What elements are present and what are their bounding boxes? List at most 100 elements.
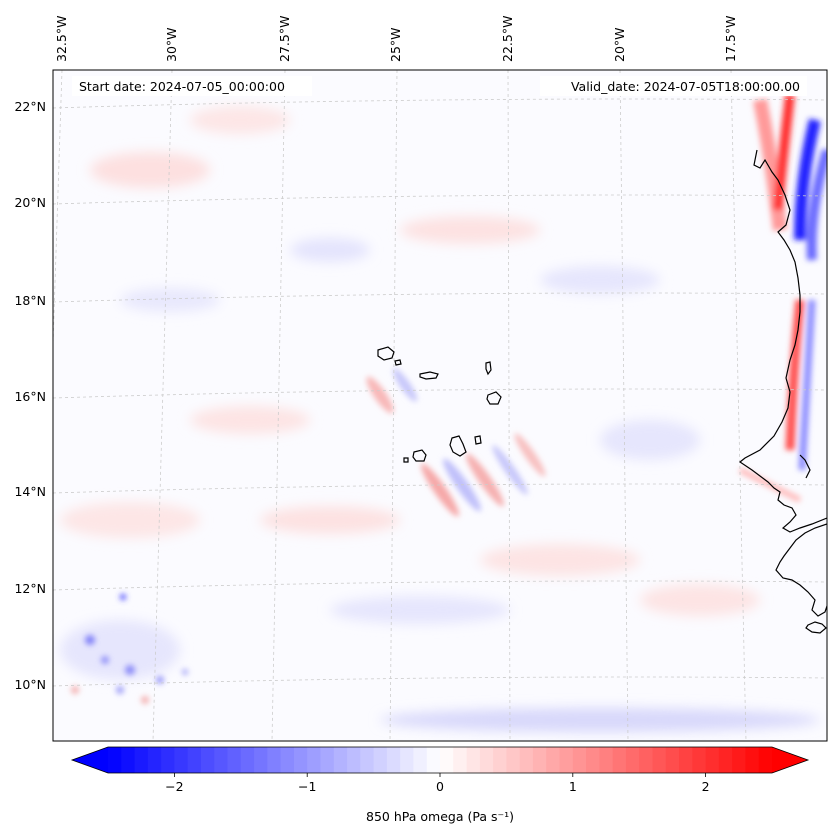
- colorbar-segment: [625, 747, 640, 773]
- colorbar-segment: [665, 747, 680, 773]
- colorbar-segment: [108, 747, 122, 773]
- lat-label-12: 12°N: [14, 581, 46, 596]
- lat-label-22: 22°N: [14, 99, 46, 114]
- colorbar-segment: [214, 747, 229, 773]
- colorbar-tick-label: 0: [436, 779, 444, 794]
- colorbar-segment: [572, 747, 587, 773]
- colorbar-segment: [240, 747, 255, 773]
- lon-label-22-5w: 22.5°W: [500, 16, 515, 62]
- valid-date-box: [540, 76, 807, 96]
- colorbar-segment: [161, 747, 175, 773]
- lat-label-16: 16°N: [14, 389, 46, 404]
- colorbar-extend-max: [772, 747, 808, 773]
- colorbar-segment: [559, 747, 574, 773]
- colorbar-segment: [147, 747, 162, 773]
- island-sao-vicente: [394, 359, 402, 366]
- colorbar-segment: [347, 747, 361, 773]
- start-date-text: Start date: 2024-07-05_00:00:00: [79, 79, 285, 94]
- colorbar-segment: [612, 747, 627, 773]
- latitude-gridlines: [53, 98, 827, 687]
- cape-verde-islands: [377, 346, 502, 463]
- colorbar-tick-label: 2: [702, 779, 710, 794]
- colorbar-segment: [174, 747, 189, 773]
- island-sal: [485, 361, 492, 376]
- colorbar-tick-label: 1: [569, 779, 577, 794]
- colorbar-label: 850 hPa omega (Pa s⁻¹): [366, 809, 514, 824]
- colorbar-segment: [386, 747, 401, 773]
- lat-label-10: 10°N: [14, 677, 46, 692]
- lon-label-17-5w: 17.5°W: [723, 16, 738, 62]
- colorbar-segment: [200, 747, 215, 773]
- coastal-omega-streaks: [738, 94, 827, 503]
- colorbar-extend-min: [72, 747, 108, 773]
- colorbar-tick-label: −2: [165, 779, 183, 794]
- colorbar-segment: [426, 747, 441, 773]
- lat-label-20: 20°N: [14, 195, 46, 210]
- lon-label-25w: 25°W: [388, 27, 403, 62]
- bottom-left-noise: [71, 594, 188, 704]
- colorbar-segment: [254, 747, 268, 773]
- colorbar-segment: [532, 747, 547, 773]
- colorbar-segment: [506, 747, 521, 773]
- lon-label-20w: 20°W: [612, 27, 627, 62]
- colorbar-segment: [227, 747, 242, 773]
- island-brava: [403, 457, 409, 463]
- colorbar-segment: [466, 747, 481, 773]
- colorbar-segment: [718, 747, 733, 773]
- latitude-labels: 22°N 20°N 18°N 16°N 14°N 12°N 10°N: [14, 99, 46, 692]
- colorbar: −2 −1 0 1 2: [70, 746, 810, 794]
- island-boa-vista: [486, 391, 502, 405]
- island-santo-antao: [377, 346, 395, 361]
- island-wave-patterns: [366, 368, 546, 517]
- lat-label-14: 14°N: [14, 484, 46, 499]
- colorbar-segment: [280, 747, 295, 773]
- colorbar-segment: [440, 747, 454, 773]
- colorbar-segment: [400, 747, 415, 773]
- african-coastline: [738, 149, 827, 634]
- island-santiago: [449, 435, 467, 457]
- colorbar-segment: [293, 747, 308, 773]
- colorbar-segment: [586, 747, 600, 773]
- colorbar-segment: [134, 747, 149, 773]
- island-fogo: [412, 449, 427, 462]
- colorbar-segment: [732, 747, 747, 773]
- colorbar-segment: [639, 747, 654, 773]
- island-maio: [474, 435, 482, 445]
- colorbar-segment: [745, 747, 760, 773]
- omega-field-anomalies: [60, 106, 820, 732]
- island-sao-nicolau: [419, 371, 439, 380]
- colorbar-segment: [519, 747, 534, 773]
- colorbar-segment: [479, 747, 494, 773]
- lat-label-18: 18°N: [14, 293, 46, 308]
- colorbar-segment: [267, 747, 282, 773]
- start-date-box: [72, 76, 312, 96]
- lon-label-30w: 30°W: [164, 27, 179, 62]
- colorbar-segment: [453, 747, 468, 773]
- colorbar-segment: [373, 747, 388, 773]
- valid-date-text: Valid_date: 2024-07-05T18:00:00.00: [571, 79, 800, 94]
- colorbar-segment: [307, 747, 322, 773]
- colorbar-segment: [333, 747, 348, 773]
- colorbar-segment: [652, 747, 667, 773]
- map-panel: [53, 70, 827, 741]
- colorbar-segment: [493, 747, 507, 773]
- colorbar-tick-label: −1: [298, 779, 316, 794]
- colorbar-segment: [360, 747, 375, 773]
- longitude-labels: 32.5°W 30°W 27.5°W 25°W 22.5°W 20°W 17.5…: [54, 16, 738, 62]
- colorbar-segment: [758, 747, 773, 773]
- colorbar-segment: [413, 747, 428, 773]
- colorbar-segment: [705, 747, 720, 773]
- longitude-gridlines: [53, 70, 747, 741]
- colorbar-segment: [121, 747, 136, 773]
- colorbar-segment: [692, 747, 707, 773]
- lon-label-27-5w: 27.5°W: [277, 16, 292, 62]
- colorbar-segment: [187, 747, 202, 773]
- colorbar-segment: [546, 747, 561, 773]
- date-info-bar: Start date: 2024-07-05_00:00:00 Valid_da…: [72, 76, 807, 96]
- map-frame: [52, 69, 828, 742]
- colorbar-segment: [679, 747, 693, 773]
- colorbar-segment: [320, 747, 335, 773]
- lon-label-32-5w: 32.5°W: [54, 16, 69, 62]
- colorbar-segment: [599, 747, 614, 773]
